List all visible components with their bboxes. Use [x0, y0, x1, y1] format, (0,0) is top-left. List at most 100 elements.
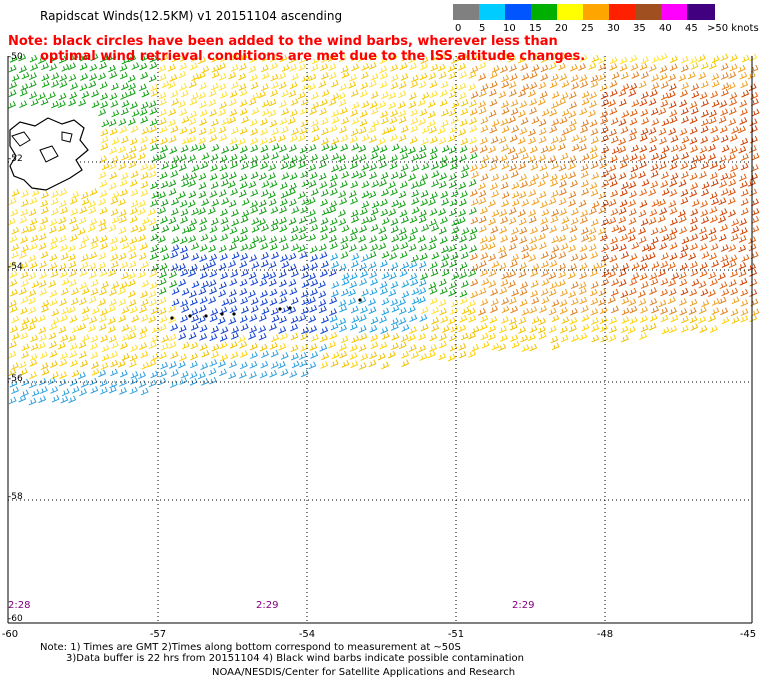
wind-barb [711, 99, 720, 108]
wind-barb [399, 209, 408, 218]
wind-barb [80, 380, 89, 388]
wind-barb [371, 180, 380, 188]
wind-barb [228, 317, 237, 325]
wind-barb [600, 334, 609, 343]
wind-barb [551, 314, 560, 323]
wind-barb [729, 98, 738, 107]
wind-barb [660, 307, 669, 315]
wind-barb [88, 324, 96, 333]
wind-barb [51, 80, 59, 88]
wind-barb [469, 226, 478, 235]
wind-barb [220, 178, 229, 187]
wind-barb [649, 144, 657, 153]
wind-barb [40, 191, 49, 199]
wind-barb [411, 351, 419, 359]
wind-barb [67, 244, 76, 253]
wind-barb [268, 271, 277, 280]
wind-barb [199, 100, 207, 109]
wind-barb [388, 208, 397, 217]
wind-barb [488, 332, 496, 341]
wind-barb [291, 243, 300, 252]
wind-barb [198, 82, 207, 91]
wind-barb [319, 181, 328, 189]
wind-barb [158, 64, 167, 73]
wind-barb [279, 205, 288, 214]
wind-barb [337, 92, 346, 100]
wind-barb [141, 361, 150, 370]
wind-barb [137, 270, 146, 279]
wind-barb [359, 118, 368, 127]
wind-barb [129, 386, 138, 395]
wind-barb [168, 315, 177, 324]
wind-barb [237, 335, 246, 343]
wind-barb [418, 209, 427, 218]
wind-barb [438, 208, 446, 216]
wind-barb [528, 189, 537, 197]
wind-barb [668, 127, 677, 136]
wind-barb [368, 359, 377, 368]
wind-barb [510, 107, 519, 116]
wind-barb [450, 189, 459, 198]
wind-barb [710, 161, 718, 170]
wind-barb [518, 326, 526, 334]
wind-barb [398, 134, 407, 142]
wind-barb [418, 344, 427, 353]
wind-barb [599, 324, 608, 333]
wind-barb [419, 252, 428, 261]
wind-barb [468, 83, 476, 91]
wind-barb [669, 115, 678, 124]
wind-barb [310, 188, 319, 196]
wind-barb [9, 81, 18, 90]
wind-barb [310, 254, 318, 262]
wind-barb [21, 190, 29, 198]
wind-barb [490, 155, 499, 164]
wind-barb [488, 280, 497, 288]
contamination-marker [358, 298, 362, 302]
wind-barb [249, 55, 258, 64]
wind-barb [258, 199, 267, 208]
wind-barb [100, 362, 109, 370]
wind-barb [311, 101, 320, 110]
wind-barb [170, 323, 179, 332]
wind-barb [480, 268, 488, 277]
wind-barb [228, 289, 237, 297]
wind-barb [130, 170, 139, 179]
wind-barb [268, 98, 277, 107]
wind-barb [168, 188, 177, 196]
wind-barb [500, 334, 508, 342]
wind-barb [469, 164, 478, 172]
wind-barb [169, 380, 178, 388]
wind-barb [110, 236, 119, 245]
wind-barb [49, 340, 57, 349]
wind-barb [258, 314, 267, 322]
wind-barb [588, 234, 597, 243]
wind-barb [401, 280, 410, 288]
wind-barb [199, 244, 208, 252]
wind-barb [491, 173, 500, 182]
wind-barb [351, 143, 360, 151]
wind-barb [181, 173, 189, 182]
wind-barb [701, 181, 710, 190]
wind-barb [600, 125, 609, 134]
wind-barb [108, 118, 117, 127]
wind-barb [738, 244, 747, 253]
wind-barb [441, 198, 450, 206]
wind-barb [421, 162, 430, 171]
wind-barb [559, 73, 568, 82]
wind-barb [110, 359, 119, 368]
wind-barb [740, 314, 749, 323]
wind-barb [490, 182, 499, 191]
wind-barb [179, 83, 188, 91]
wind-barb [738, 145, 747, 154]
wind-barb [528, 178, 537, 187]
legend-label-5: 25 [581, 23, 594, 34]
wind-barb [659, 65, 668, 73]
wind-barb [740, 188, 749, 197]
wind-barb [727, 188, 736, 196]
wind-barb [58, 200, 67, 208]
wind-barb [589, 152, 598, 160]
wind-barb [618, 88, 627, 97]
wind-barb [188, 80, 197, 89]
wind-barb [448, 146, 457, 154]
wind-barb [137, 207, 146, 216]
